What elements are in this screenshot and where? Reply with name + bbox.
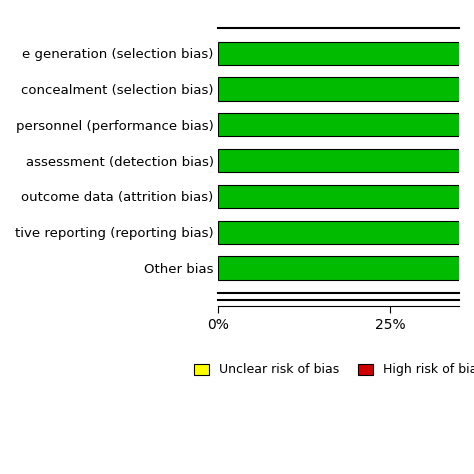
Bar [219, 149, 474, 172]
Bar [219, 256, 474, 280]
Bar [219, 113, 474, 137]
Bar [219, 42, 474, 65]
Legend: Unclear risk of bias, High risk of bias: Unclear risk of bias, High risk of bias [189, 358, 474, 382]
Bar [219, 77, 474, 100]
Bar [219, 185, 474, 208]
Bar [219, 220, 474, 244]
